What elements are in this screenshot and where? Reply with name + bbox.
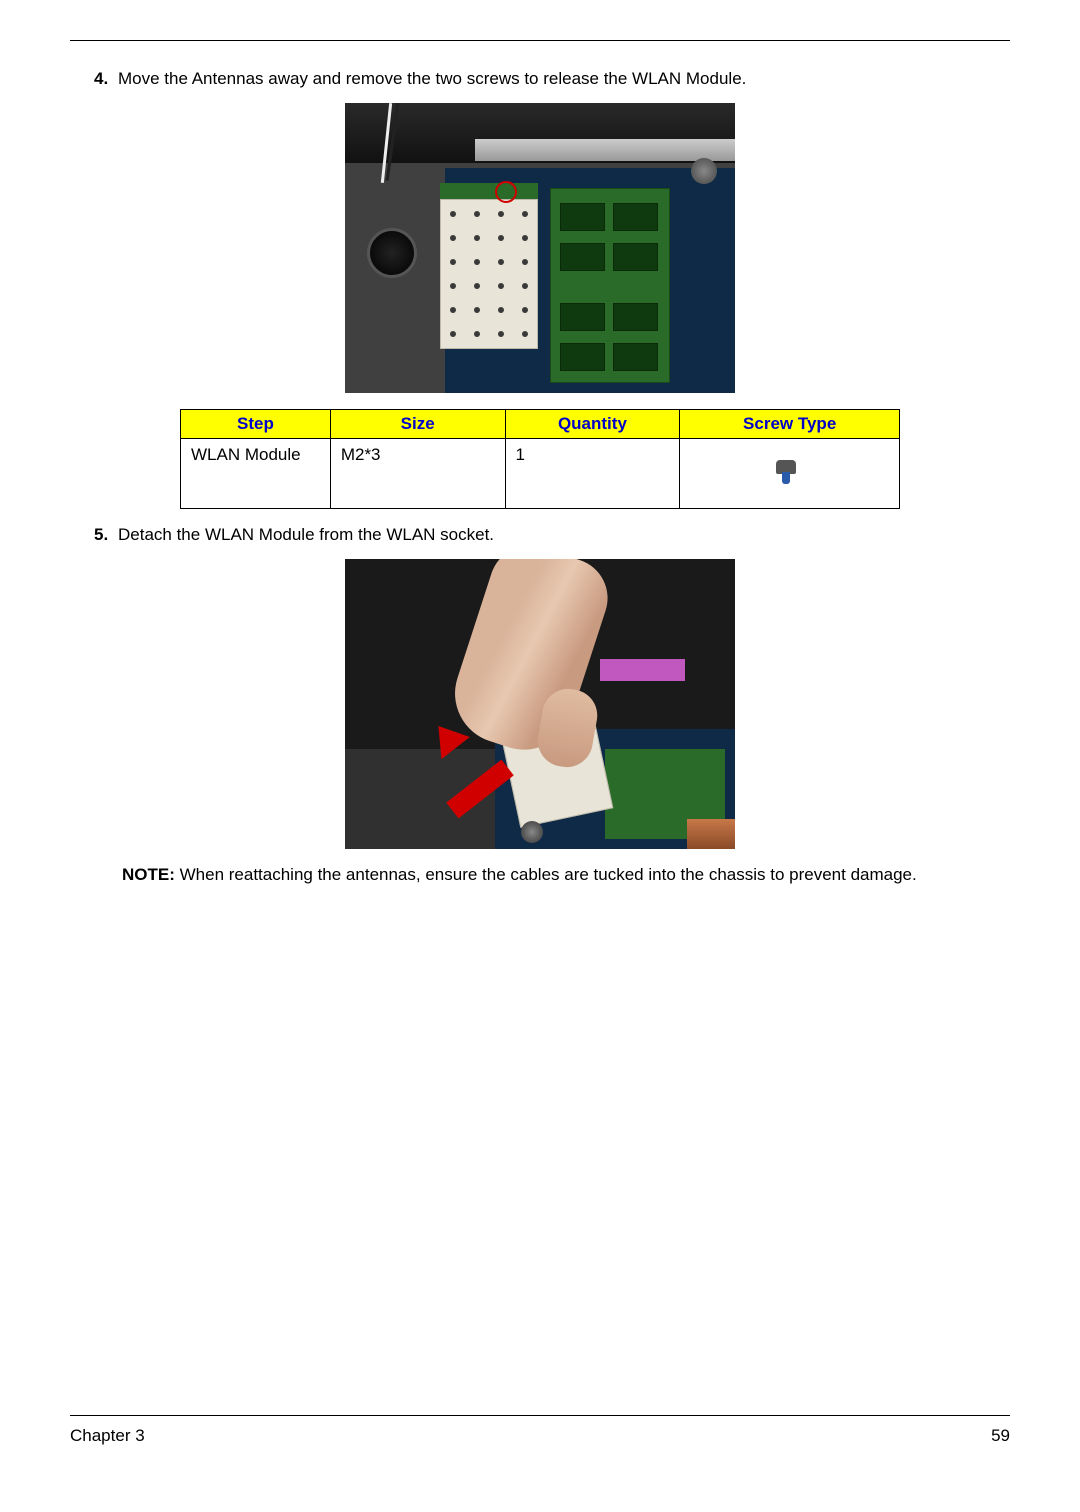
pink-label: [600, 659, 685, 681]
wlan-hole-icon: [474, 307, 480, 313]
col-screw-type: Screw Type: [680, 410, 900, 439]
step-4-text: Move the Antennas away and remove the tw…: [118, 69, 746, 89]
ram-chip-icon: [613, 303, 658, 331]
figure-2: [345, 559, 735, 849]
cell-step: WLAN Module: [181, 439, 331, 509]
wlan-hole-icon: [522, 211, 528, 217]
wlan-hole-icon: [522, 235, 528, 241]
wlan-hole-icon: [498, 307, 504, 313]
cell-screw-type: [680, 439, 900, 509]
wlan-hole-icon: [522, 259, 528, 265]
note-label: NOTE:: [122, 865, 175, 884]
ram-chip-icon: [613, 243, 658, 271]
note-line: NOTE: When reattaching the antennas, ens…: [122, 865, 1010, 885]
ram-chip-icon: [560, 203, 605, 231]
figure-1-wrap: [70, 103, 1010, 393]
wlan-hole-icon: [450, 307, 456, 313]
ram-chip-icon: [613, 343, 658, 371]
ram-chip-icon: [613, 203, 658, 231]
figure-1: [345, 103, 735, 393]
step-4-number: 4.: [94, 69, 118, 89]
heatpipe-copper: [687, 819, 735, 849]
wlan-hole-icon: [498, 211, 504, 217]
screw-highlight-circle-icon: [495, 181, 517, 203]
wlan-hole-icon: [498, 235, 504, 241]
wlan-hole-icon: [522, 331, 528, 337]
wlan-hole-icon: [474, 235, 480, 241]
note-text: When reattaching the antennas, ensure th…: [175, 865, 917, 884]
page-container: 4. Move the Antennas away and remove the…: [70, 40, 1010, 1452]
wlan-hole-icon: [522, 307, 528, 313]
screw-icon: [770, 454, 810, 488]
figure-2-wrap: [70, 559, 1010, 849]
wlan-hole-icon: [450, 331, 456, 337]
bottom-screw-icon: [521, 821, 543, 843]
chapter-label: Chapter 3: [70, 1426, 145, 1446]
wlan-hole-icon: [498, 283, 504, 289]
screw-table: Step Size Quantity Screw Type WLAN Modul…: [180, 409, 900, 509]
step-5-text: Detach the WLAN Module from the WLAN soc…: [118, 525, 494, 545]
table-header-row: Step Size Quantity Screw Type: [181, 410, 900, 439]
wlan-hole-icon: [474, 283, 480, 289]
table-row: WLAN Module M2*3 1: [181, 439, 900, 509]
wlan-hole-icon: [498, 331, 504, 337]
ram-chip-icon: [560, 243, 605, 271]
col-size: Size: [330, 410, 505, 439]
screw-shaft-icon: [782, 472, 790, 484]
ram-chip-icon: [560, 343, 605, 371]
col-quantity: Quantity: [505, 410, 680, 439]
wlan-hole-icon: [474, 211, 480, 217]
step-5: 5. Detach the WLAN Module from the WLAN …: [94, 525, 1010, 545]
wlan-hole-icon: [450, 259, 456, 265]
wlan-card: [440, 199, 538, 349]
wlan-hole-icon: [450, 283, 456, 289]
wlan-hole-icon: [474, 259, 480, 265]
ram-chip-icon: [560, 303, 605, 331]
heatsink-strip: [475, 139, 735, 161]
page-number: 59: [991, 1426, 1010, 1446]
cell-qty: 1: [505, 439, 680, 509]
step-5-number: 5.: [94, 525, 118, 545]
top-rule: [70, 40, 1010, 41]
page-footer: Chapter 3 59: [70, 1426, 1010, 1446]
wlan-hole-icon: [474, 331, 480, 337]
wlan-hole-icon: [522, 283, 528, 289]
col-step: Step: [181, 410, 331, 439]
vent-ring-icon: [367, 228, 417, 278]
bottom-rule: [70, 1415, 1010, 1416]
cell-size: M2*3: [330, 439, 505, 509]
wlan-hole-icon: [498, 259, 504, 265]
step-4: 4. Move the Antennas away and remove the…: [94, 69, 1010, 89]
chassis-screw-icon: [691, 158, 717, 184]
wlan-hole-icon: [450, 211, 456, 217]
wlan-hole-icon: [450, 235, 456, 241]
